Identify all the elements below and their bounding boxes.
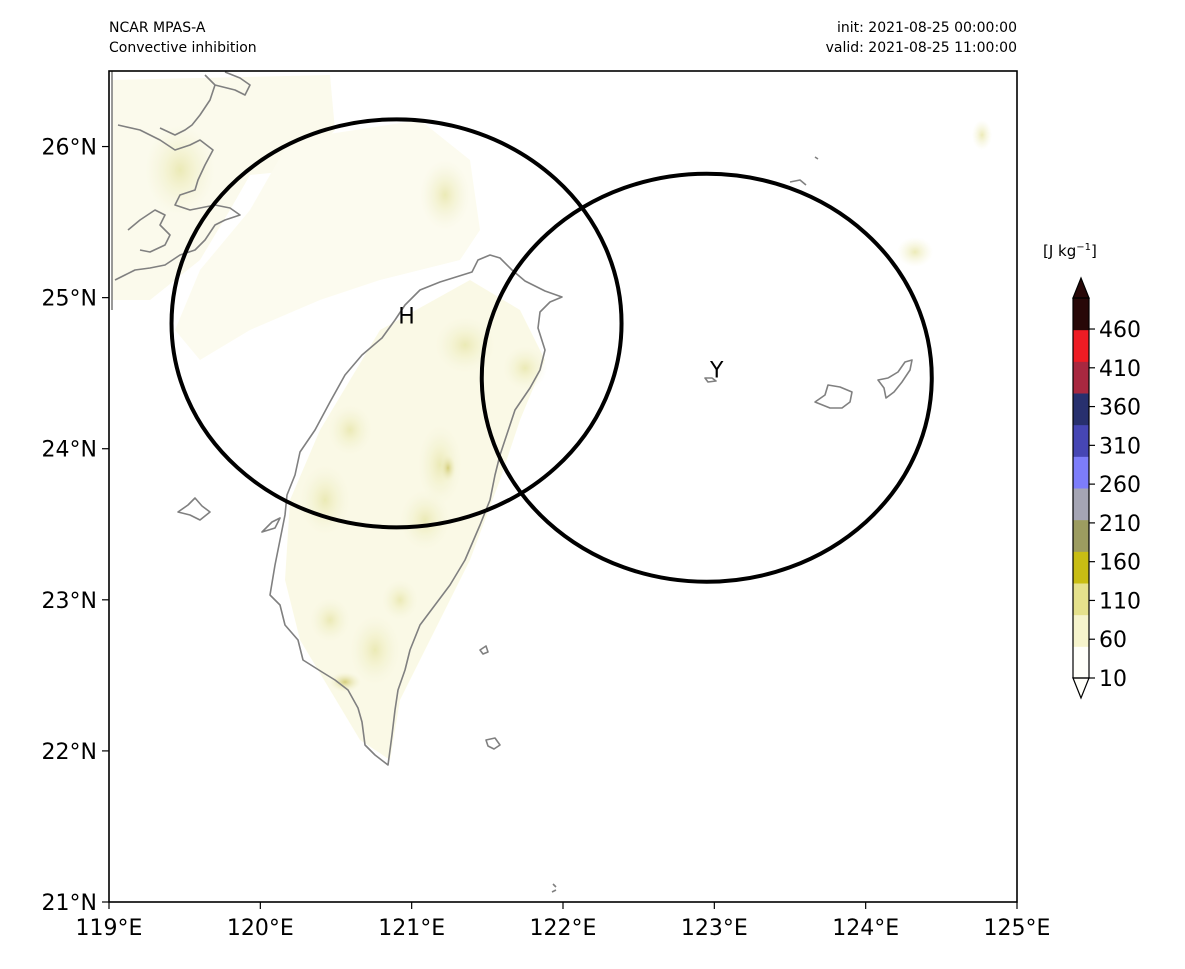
colorbar-unit: [J kg−1] [1043,242,1097,260]
radar-label-h: H [398,304,415,329]
cin-blob [328,405,372,455]
init-time: init: 2021-08-25 00:00:00 [837,20,1017,36]
cin-blob [350,615,400,685]
cin-blob [972,120,992,150]
colorbar-segment [1073,424,1089,457]
cin-shading-north [175,120,480,360]
cin-blob [420,160,470,230]
y-tick-label: 21°N [42,891,97,916]
colorbar-segment [1073,361,1089,394]
taiwan-coastline [269,254,563,766]
cin-blob [897,237,933,267]
y-tick-label: 23°N [42,589,97,614]
x-tick-label: 122°E [530,916,597,941]
title-left: NCAR MPAS-A Convective inhibition [109,18,257,58]
colorbar-tick-label: 110 [1099,589,1141,614]
cin-blob [310,598,350,642]
x-tick-label: 125°E [984,916,1051,941]
cin-blob [400,490,450,550]
colorbar-tick-label: 360 [1099,396,1141,421]
colorbar-tick-label: 310 [1099,434,1141,459]
x-tick-label: 119°E [76,916,143,941]
cin-blob [382,580,418,620]
green-island [479,645,489,655]
colorbar-tick-label: 60 [1099,628,1127,653]
colorbar-tick-label: 260 [1099,473,1141,498]
colorbar-segment [1073,519,1089,552]
y-tick-label: 24°N [42,438,97,463]
colorbar-frame [1072,297,1090,679]
x-tick-label: 123°E [681,916,748,941]
x-tick-label: 121°E [378,916,445,941]
colorbar-extend-max [1072,276,1090,299]
map-area: HY [111,71,992,893]
model-name: NCAR MPAS-A [109,20,206,36]
coastlines [111,71,913,893]
cin-blob [503,346,547,390]
colorbar-tick-label: 160 [1099,551,1141,576]
cin-blob [440,454,456,482]
title-right: init: 2021-08-25 00:00:00 valid: 2021-08… [826,18,1017,58]
colorbar-segment [1073,393,1089,426]
colorbar-tick-label: 10 [1099,667,1127,692]
cin-field [112,75,992,760]
senkaku-islands [789,156,819,186]
colorbar-segment [1073,583,1089,616]
y-tick-label: 25°N [42,287,97,312]
colorbar-segment [1073,488,1089,521]
range-rings: HY [169,117,934,584]
colorbar-extend-min [1072,677,1090,700]
colorbar-segment [1073,614,1089,647]
colorbar-segment [1073,298,1089,331]
map-frame [108,70,1018,903]
field-name: Convective inhibition [109,40,257,56]
cin-blob [435,317,495,373]
china-coastline [111,71,251,310]
y-axis: 21°N 22°N 23°N 24°N 25°N 26°N [42,136,109,916]
small-islet [551,883,557,893]
range-ring-h [169,117,624,530]
cin-blob [300,465,350,535]
orchid-island [485,737,501,750]
x-tick-label: 120°E [227,916,294,941]
colorbar-segment [1073,456,1089,489]
valid-time: valid: 2021-08-25 11:00:00 [825,40,1017,56]
y-tick-label: 26°N [42,136,97,161]
iriomote-island [814,384,853,409]
colorbar-segment [1073,329,1089,362]
yonaguni-island [704,377,717,383]
penghu-islands [177,497,281,533]
colorbar-tick-label: 410 [1099,357,1141,382]
cin-blob [145,125,215,215]
colorbar: [J kg−1] 10 60 110 160 210 260 310 360 410 460 [1043,242,1141,700]
range-ring-y [479,171,934,584]
colorbar-segment [1073,646,1089,679]
colorbar-segments [1073,298,1089,679]
x-tick-label: 124°E [832,916,899,941]
colorbar-ticks: 10 60 110 160 210 260 310 360 410 460 [1089,318,1141,692]
colorbar-tick-label: 210 [1099,512,1141,537]
y-tick-label: 22°N [42,740,97,765]
cin-blob [329,672,361,692]
colorbar-tick-label: 460 [1099,318,1141,343]
x-axis: 119°E 120°E 121°E 122°E 123°E 124°E 125°E [76,902,1051,941]
ishigaki-island [877,359,913,399]
radar-label-y: Y [709,359,724,384]
colorbar-segment [1073,551,1089,584]
cin-blob [418,425,462,505]
